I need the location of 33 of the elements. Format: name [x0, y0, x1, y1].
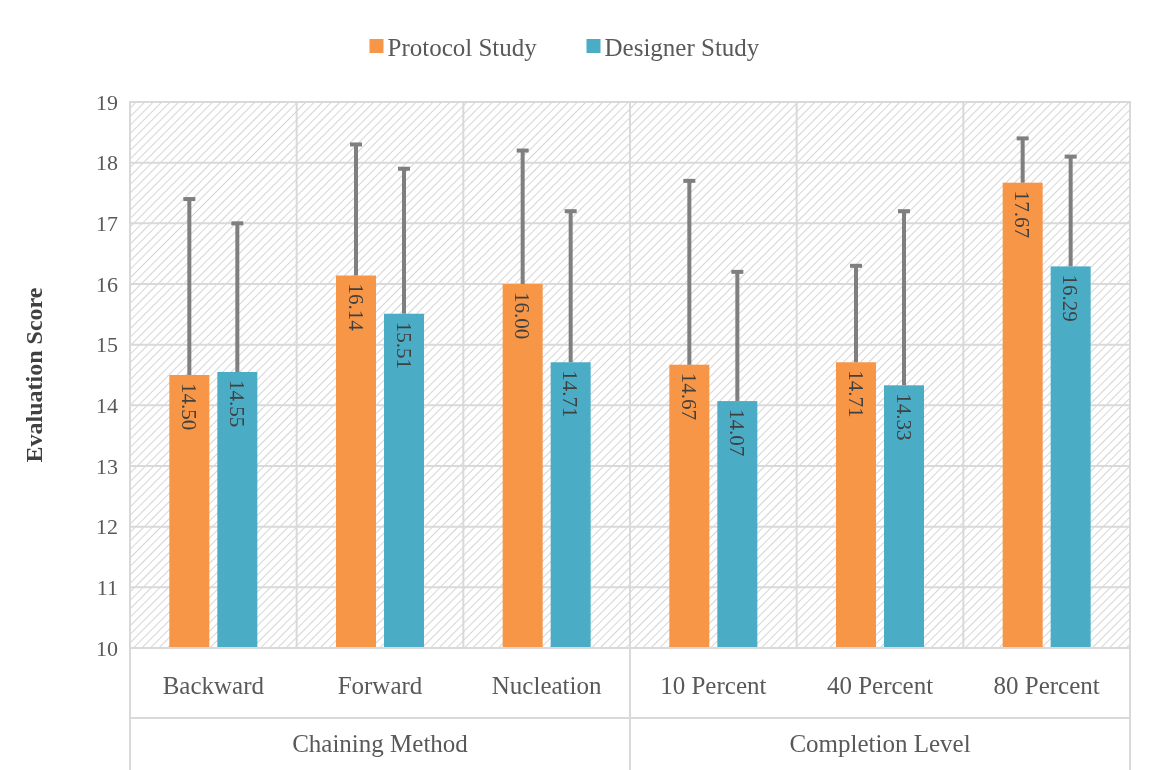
text: Completion Level — [789, 730, 971, 757]
y-tick-label: 10 — [96, 635, 118, 661]
data-label: 16.29 — [1058, 274, 1083, 322]
data-label: 14.55 — [224, 379, 249, 428]
legend-label: Designer Study — [604, 33, 760, 61]
y-tick-label: 13 — [96, 453, 118, 479]
data-label: 16.14 — [343, 283, 368, 332]
y-tick-label: 12 — [96, 514, 118, 540]
data-label: 17.67 — [1010, 190, 1035, 238]
text: Chaining Method — [292, 730, 469, 757]
data-label: 16.00 — [510, 292, 535, 340]
x-tick-label: 40 Percent — [826, 672, 934, 699]
x-tick-label: 10 Percent — [660, 672, 767, 699]
x-tick-label: 80 Percent — [993, 672, 1100, 699]
y-tick-label: 17 — [96, 211, 118, 237]
x-tick-label: Backward — [162, 672, 265, 699]
y-tick-label: 11 — [96, 575, 118, 601]
y-axis-title: Evaluation Score — [21, 287, 47, 463]
x-tick-label: Forward — [337, 672, 423, 699]
y-tick-label: 15 — [96, 332, 118, 358]
legend-label: Protocol Study — [387, 33, 538, 61]
data-label: 14.67 — [676, 372, 701, 420]
data-label: 14.71 — [843, 370, 868, 418]
data-label: 14.07 — [724, 409, 749, 457]
data-label: 15.51 — [391, 321, 416, 369]
data-label: 14.50 — [176, 383, 201, 431]
y-tick-label: 14 — [96, 393, 118, 419]
y-tick-label: 18 — [96, 150, 118, 176]
data-label: 14.71 — [558, 370, 583, 418]
y-tick-label: 19 — [96, 89, 118, 115]
y-tick-label: 16 — [96, 271, 118, 297]
x-tick-label: Nucleation — [491, 672, 602, 699]
data-label: 14.33 — [891, 393, 916, 441]
